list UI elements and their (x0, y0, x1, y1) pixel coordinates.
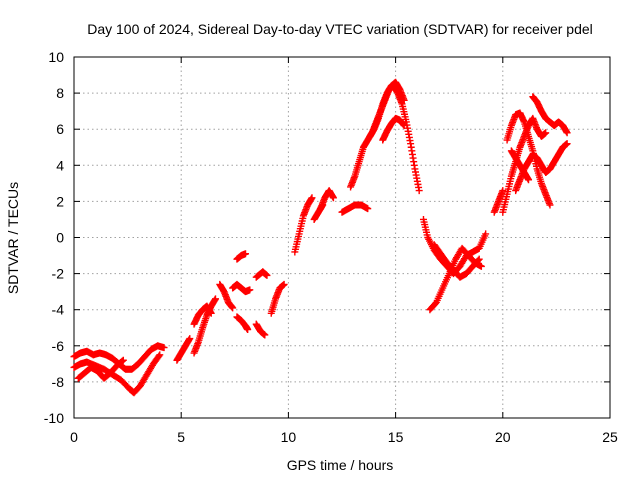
y-tick-label: 0 (56, 230, 64, 246)
data-point (246, 286, 254, 294)
data-point (563, 140, 571, 148)
y-tick-label: -2 (52, 266, 65, 282)
x-tick-label: 15 (388, 429, 404, 445)
data-point (156, 351, 164, 359)
series-track-s (366, 78, 408, 140)
data-point (482, 230, 490, 238)
data-point (118, 357, 126, 365)
series-track-b (70, 342, 168, 373)
data-point (207, 309, 215, 317)
y-tick-label: 4 (56, 157, 64, 173)
y-tick-label: 10 (48, 49, 64, 65)
series-track-m (267, 280, 288, 317)
data-point (155, 352, 163, 360)
data-point (542, 129, 550, 137)
data-points (70, 78, 571, 397)
y-tick-label: 8 (56, 85, 64, 101)
x-tick-label: 25 (602, 429, 618, 445)
data-point (477, 262, 485, 270)
data-point (546, 201, 554, 209)
series-track-z (503, 109, 554, 209)
data-point (244, 326, 252, 334)
x-tick-label: 20 (495, 429, 511, 445)
x-tick-label: 5 (177, 429, 185, 445)
data-point (308, 194, 316, 202)
series-track-t (379, 114, 408, 144)
series-track-f (190, 302, 215, 328)
y-tick-label: 6 (56, 121, 64, 137)
data-point (364, 205, 372, 213)
data-point (563, 129, 571, 137)
series-track-v (426, 244, 485, 314)
data-point (475, 255, 483, 263)
y-tick-label: -10 (44, 410, 64, 426)
series-track-i (233, 313, 252, 334)
data-point (212, 295, 220, 303)
series-track-w (430, 241, 483, 281)
data-point (400, 122, 408, 130)
y-tick-label: -8 (52, 374, 65, 390)
series-track-ac (507, 147, 533, 184)
series-track-c (74, 356, 127, 382)
data-point (474, 256, 482, 264)
data-point (229, 304, 237, 312)
series-track-n (291, 194, 316, 256)
data-point (319, 201, 327, 209)
y-tick-label: -4 (52, 302, 65, 318)
data-point (242, 250, 250, 258)
series-track-a (70, 351, 164, 397)
data-point (261, 331, 269, 339)
x-axis-label: GPS time / hours (287, 457, 394, 473)
series-track-j (233, 250, 250, 263)
series-track-l (252, 268, 271, 281)
x-tick-label: 0 (70, 429, 78, 445)
data-point (160, 344, 168, 352)
x-tick-label: 10 (281, 429, 297, 445)
series-track-k (252, 320, 269, 339)
data-point (119, 356, 127, 364)
y-tick-label: 2 (56, 193, 64, 209)
series-track-ab (529, 93, 571, 137)
series-track-g (216, 280, 237, 312)
data-point (415, 187, 423, 195)
y-tick-label: -6 (52, 338, 65, 354)
data-point (280, 280, 288, 288)
data-point (186, 335, 194, 343)
data-point (263, 271, 271, 279)
data-point (400, 96, 408, 104)
series-track-d (173, 335, 194, 364)
data-point (329, 194, 337, 202)
axis-ticks: 0 5 10 15 20 25 -10 -8 -6 -4 -2 0 2 4 6 8 10 (44, 49, 618, 445)
series-track-x (490, 187, 507, 216)
series-track-h (229, 280, 254, 296)
y-axis-label: SDTVAR / TECUs (5, 182, 21, 294)
series-track-q (338, 201, 372, 216)
data-point (499, 187, 507, 195)
data-point (525, 176, 533, 184)
chart-title: Day 100 of 2024, Sidereal Day-to-day VTE… (87, 21, 593, 37)
series-track-p (310, 201, 327, 223)
